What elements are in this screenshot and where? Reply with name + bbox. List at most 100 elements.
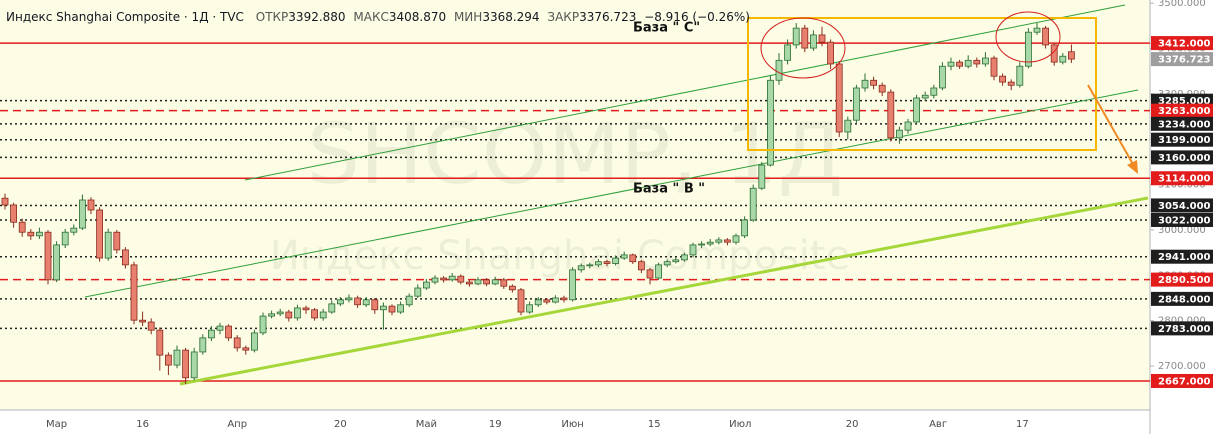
candle-body <box>1050 44 1058 63</box>
level-label-box <box>1151 171 1213 186</box>
candle-body <box>861 79 869 89</box>
candle-body <box>775 59 783 81</box>
candle-body <box>259 315 267 334</box>
candle-body <box>216 325 224 331</box>
candle-body <box>767 79 774 166</box>
level-label: 3054.000 <box>1158 201 1211 212</box>
candle-body <box>655 264 662 279</box>
candle-body <box>1042 27 1049 46</box>
legend-key: МАКС <box>353 10 388 24</box>
x-tick-label: 17 <box>1016 419 1029 430</box>
legend-change: −8.916 (−0.26%) <box>644 10 750 24</box>
candle-body <box>629 254 637 263</box>
candle-body <box>956 61 963 67</box>
legend-value: 3392.880 <box>288 10 345 24</box>
x-tick-label: Июл <box>729 419 751 430</box>
candle-body <box>268 313 276 317</box>
x-tick-label: 20 <box>846 419 859 430</box>
highlight-ellipse <box>760 17 846 79</box>
candle-body <box>379 305 387 311</box>
candle-body <box>164 354 172 366</box>
candle-body <box>1033 27 1041 33</box>
candle-body <box>724 239 731 243</box>
candle-body <box>552 297 559 303</box>
candle-body <box>293 307 301 319</box>
candle-body <box>53 244 60 281</box>
candle-body <box>139 319 147 323</box>
legend-key: ЗАКР <box>547 10 579 24</box>
candle-body <box>646 269 654 279</box>
x-tick-label: 16 <box>136 419 149 430</box>
candle-body <box>818 34 826 43</box>
legend-value: 3368.294 <box>482 10 539 24</box>
candle-body <box>603 261 611 264</box>
x-tick-label: Май <box>416 419 437 430</box>
level-label: 2783.000 <box>1158 324 1211 335</box>
candle-body <box>285 311 293 319</box>
candle-body <box>225 325 233 339</box>
candle-body <box>457 275 465 283</box>
candle-body <box>569 269 576 301</box>
candle-body <box>586 264 594 267</box>
candle-body <box>79 199 86 229</box>
level-label-box <box>1151 272 1213 287</box>
candle-body <box>250 332 258 351</box>
x-tick-label: Мар <box>46 419 67 430</box>
level-label: 3412.000 <box>1158 39 1211 50</box>
candle-body <box>758 164 766 189</box>
candle-body <box>844 119 852 133</box>
candle-body <box>345 297 353 301</box>
candle-body <box>173 349 181 366</box>
level-label: 2941.000 <box>1158 252 1211 263</box>
candle-body <box>698 243 705 246</box>
annotation: База " В " <box>633 182 705 197</box>
candle-body <box>1068 51 1075 60</box>
level-label: 2667.000 <box>1158 376 1211 387</box>
arrow <box>1087 84 1135 167</box>
level-label-box <box>1151 103 1213 118</box>
candle-body <box>672 259 680 263</box>
candle-body <box>474 279 482 285</box>
level-label-box <box>1151 150 1213 165</box>
candle-body <box>190 351 198 379</box>
candle-body <box>122 249 129 266</box>
candle-body <box>947 61 955 67</box>
level-label: 2890.500 <box>1158 275 1211 286</box>
level-label-box <box>1151 198 1213 213</box>
candle-body <box>792 27 800 46</box>
candle-body <box>465 281 473 285</box>
level-label-box <box>1151 249 1213 264</box>
channel-line <box>84 89 1139 298</box>
legend-title: Индекс Shanghai Composite · 1Д · TVC <box>6 10 244 24</box>
candle-body <box>982 57 989 65</box>
level-label-box <box>1151 212 1213 227</box>
candle-body <box>440 277 448 281</box>
candle-body <box>371 299 379 311</box>
candle-body <box>199 337 207 353</box>
candle-body <box>302 307 310 311</box>
trend-line <box>179 196 1149 386</box>
level-label-box <box>1151 36 1213 51</box>
level-label: 3022.000 <box>1158 215 1211 226</box>
level-label-box <box>1151 291 1213 306</box>
level-label: 3263.000 <box>1158 106 1211 117</box>
candle-body <box>388 305 396 313</box>
candle-body <box>964 59 972 67</box>
candle-body <box>663 261 671 266</box>
candle-body <box>827 41 834 65</box>
candle-body <box>595 261 602 266</box>
candle-body <box>276 311 284 315</box>
last-price-box <box>1151 52 1213 67</box>
highlight-ellipse <box>995 11 1061 63</box>
level-label-box <box>1151 132 1213 147</box>
candle-body <box>233 337 241 349</box>
x-tick-label: 15 <box>648 419 661 430</box>
candle-body <box>904 121 912 131</box>
y-tick-label: 3500.000 <box>1158 0 1206 9</box>
candle-body <box>182 349 190 379</box>
level-label-box <box>1151 116 1213 131</box>
candle-body <box>414 287 422 297</box>
candle-body <box>1059 55 1067 63</box>
candle-body <box>104 231 112 259</box>
candle-body <box>887 91 895 139</box>
